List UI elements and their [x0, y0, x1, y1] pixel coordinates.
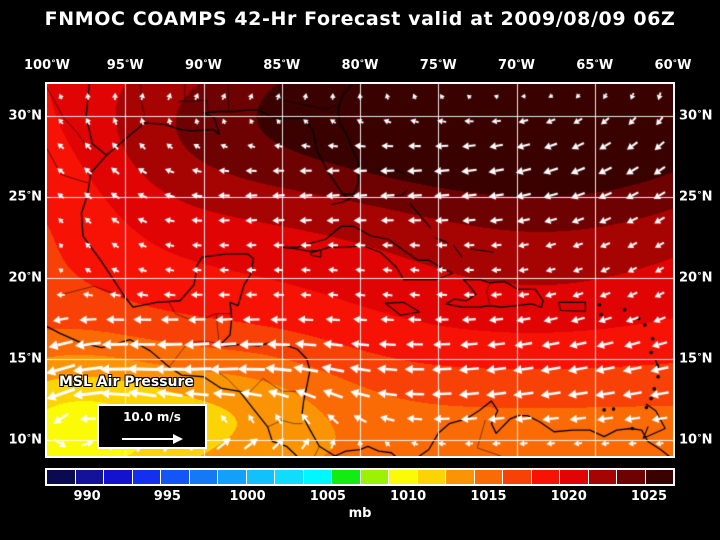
colorbar-swatch: [389, 470, 418, 484]
latitude-tick-label: 25°N: [8, 189, 42, 205]
colorbar-swatch: [617, 470, 646, 484]
colorbar-tick-label: 995: [153, 489, 181, 504]
longitude-tick-label: 100°W: [24, 58, 70, 73]
latitude-tick-label: 25°N: [679, 189, 713, 205]
colorbar-swatch: [132, 470, 161, 484]
wind-vector-overlay: [47, 84, 673, 456]
latitude-tick-label: 20°N: [679, 270, 713, 286]
colorbar-swatch: [332, 470, 361, 484]
colorbar-swatch: [75, 470, 104, 484]
wind-scale-value: 10.0 m/s: [123, 410, 181, 424]
colorbar-swatch: [474, 470, 503, 484]
longitude-tick-label: 60°W: [654, 58, 692, 73]
longitude-tick-label: 95°W: [106, 58, 144, 73]
longitude-tick-label: 80°W: [341, 58, 379, 73]
latitude-tick-label: 15°N: [8, 351, 42, 367]
colorbar-tick-label: 1005: [309, 489, 346, 504]
colorbar-swatch: [275, 470, 304, 484]
pressure-colorbar: [45, 468, 675, 486]
colorbar-swatch: [246, 470, 275, 484]
colorbar-swatch: [645, 470, 673, 484]
colorbar-swatch: [47, 470, 76, 484]
colorbar-swatch: [161, 470, 190, 484]
page-title: FNMOC COAMPS 42-Hr Forecast valid at 200…: [44, 8, 676, 30]
colorbar-swatch: [360, 470, 389, 484]
longitude-tick-label: 75°W: [419, 58, 457, 73]
colorbar-swatch: [531, 470, 560, 484]
latitude-tick-label: 20°N: [8, 270, 42, 286]
arrow-right-icon: [122, 434, 183, 444]
longitude-tick-label: 70°W: [498, 58, 535, 73]
longitude-tick-label: 85°W: [263, 58, 301, 73]
colorbar-tick-label: 1010: [390, 489, 427, 504]
colorbar-tick-label: 1000: [229, 489, 266, 504]
msl-air-pressure-label: MSL Air Pressure: [59, 374, 194, 390]
colorbar-swatch: [446, 470, 475, 484]
longitude-tick-label: 65°W: [576, 58, 614, 73]
colorbar-swatch: [417, 470, 446, 484]
colorbar-swatch: [588, 470, 617, 484]
colorbar-tick-label: 1020: [550, 489, 587, 504]
latitude-tick-label: 15°N: [679, 351, 713, 367]
colorbar-tick-label: 1025: [630, 489, 668, 504]
colorbar-units-label: mb: [348, 506, 372, 521]
colorbar-tick-label: 990: [73, 489, 101, 504]
latitude-tick-label: 10°N: [8, 432, 42, 448]
longitude-tick-label: 90°W: [185, 58, 222, 73]
colorbar-tick-label: 1015: [470, 489, 507, 504]
wind-scale-key: 10.0 m/s: [97, 404, 207, 449]
colorbar-swatch: [189, 470, 218, 484]
colorbar-swatch: [560, 470, 589, 484]
colorbar-swatch: [303, 470, 332, 484]
map-plot-area[interactable]: MSL Air Pressure 10.0 m/s: [45, 82, 675, 458]
latitude-tick-label: 30°N: [679, 108, 713, 124]
latitude-tick-label: 30°N: [8, 108, 42, 124]
colorbar-swatch: [104, 470, 133, 484]
colorbar-swatch: [218, 470, 247, 484]
latitude-tick-label: 10°N: [679, 432, 713, 448]
colorbar-swatch: [503, 470, 532, 484]
